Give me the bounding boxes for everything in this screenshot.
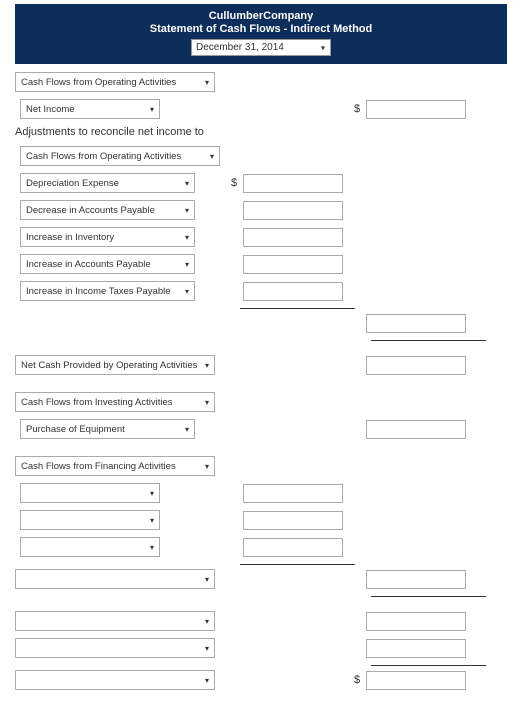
increase-ap-amount[interactable]	[243, 255, 343, 274]
net-income-amount[interactable]	[366, 100, 466, 119]
adjustments-label: Adjustments to reconcile net income to	[15, 126, 507, 138]
select-operating-activities[interactable]: Cash Flows from Operating Activities▾	[15, 72, 215, 92]
beginning-cash-select[interactable]: ▾	[15, 638, 215, 658]
financing-item-2[interactable]: ▾	[20, 510, 160, 530]
select-decrease-ap[interactable]: Decrease in Accounts Payable▾	[20, 200, 195, 220]
financing-item-3[interactable]: ▾	[20, 537, 160, 557]
financing-item-1[interactable]: ▾	[20, 483, 160, 503]
chevron-down-icon: ▾	[150, 105, 154, 114]
ending-cash-amount[interactable]	[366, 671, 466, 690]
chevron-down-icon: ▾	[205, 361, 209, 370]
financing-amount-2[interactable]	[243, 511, 343, 530]
financing-amount-1[interactable]	[243, 484, 343, 503]
chevron-down-icon: ▾	[205, 78, 209, 87]
subtotal-line	[371, 340, 486, 341]
chevron-down-icon: ▾	[150, 516, 154, 525]
chevron-down-icon: ▾	[321, 43, 325, 52]
select-increase-ap[interactable]: Increase in Accounts Payable▾	[20, 254, 195, 274]
chevron-down-icon: ▾	[205, 575, 209, 584]
dollar-sign: $	[351, 674, 363, 686]
net-change-amount[interactable]	[366, 612, 466, 631]
net-cash-financing-select[interactable]: ▾	[15, 569, 215, 589]
chevron-down-icon: ▾	[205, 462, 209, 471]
select-increase-inv[interactable]: Increase in Inventory▾	[20, 227, 195, 247]
depreciation-amount[interactable]	[243, 174, 343, 193]
subtotal-line	[240, 308, 355, 309]
chevron-down-icon: ▾	[185, 287, 189, 296]
chevron-down-icon: ▾	[205, 617, 209, 626]
decrease-ap-amount[interactable]	[243, 201, 343, 220]
date-select[interactable]: December 31, 2014 ▾	[191, 39, 331, 56]
select-increase-tax[interactable]: Increase in Income Taxes Payable▾	[20, 281, 195, 301]
dollar-sign: $	[351, 103, 363, 115]
purchase-equip-amount[interactable]	[366, 420, 466, 439]
chevron-down-icon: ▾	[185, 179, 189, 188]
net-cash-financing-amount[interactable]	[366, 570, 466, 589]
financing-amount-3[interactable]	[243, 538, 343, 557]
chevron-down-icon: ▾	[150, 543, 154, 552]
adjustments-total-amount[interactable]	[366, 314, 466, 333]
increase-tax-amount[interactable]	[243, 282, 343, 301]
statement-title: Statement of Cash Flows - Indirect Metho…	[15, 23, 507, 35]
chevron-down-icon: ▾	[185, 425, 189, 434]
net-change-select[interactable]: ▾	[15, 611, 215, 631]
select-financing[interactable]: Cash Flows from Financing Activities▾	[15, 456, 215, 476]
chevron-down-icon: ▾	[185, 233, 189, 242]
chevron-down-icon: ▾	[205, 398, 209, 407]
company-name: CullumberCompany	[15, 10, 507, 22]
chevron-down-icon: ▾	[185, 260, 189, 269]
select-depreciation[interactable]: Depreciation Expense▾	[20, 173, 195, 193]
ending-cash-select[interactable]: ▾	[15, 670, 215, 690]
chevron-down-icon: ▾	[150, 489, 154, 498]
subtotal-line	[240, 564, 355, 565]
select-investing[interactable]: Cash Flows from Investing Activities▾	[15, 392, 215, 412]
increase-inv-amount[interactable]	[243, 228, 343, 247]
chevron-down-icon: ▾	[210, 152, 214, 161]
beginning-cash-amount[interactable]	[366, 639, 466, 658]
subtotal-line	[371, 665, 486, 666]
subtotal-line	[371, 596, 486, 597]
select-operating-sub[interactable]: Cash Flows from Operating Activities▾	[20, 146, 220, 166]
chevron-down-icon: ▾	[205, 644, 209, 653]
select-net-cash-op[interactable]: Net Cash Provided by Operating Activitie…	[15, 355, 215, 375]
net-cash-op-amount[interactable]	[366, 356, 466, 375]
dollar-sign: $	[228, 177, 240, 189]
worksheet-body: Cash Flows from Operating Activities▾ Ne…	[0, 64, 522, 705]
chevron-down-icon: ▾	[185, 206, 189, 215]
select-net-income[interactable]: Net Income▾	[20, 99, 160, 119]
statement-header: CullumberCompany Statement of Cash Flows…	[15, 4, 507, 64]
select-purchase-equip[interactable]: Purchase of Equipment▾	[20, 419, 195, 439]
chevron-down-icon: ▾	[205, 676, 209, 685]
date-value: December 31, 2014	[196, 42, 284, 53]
